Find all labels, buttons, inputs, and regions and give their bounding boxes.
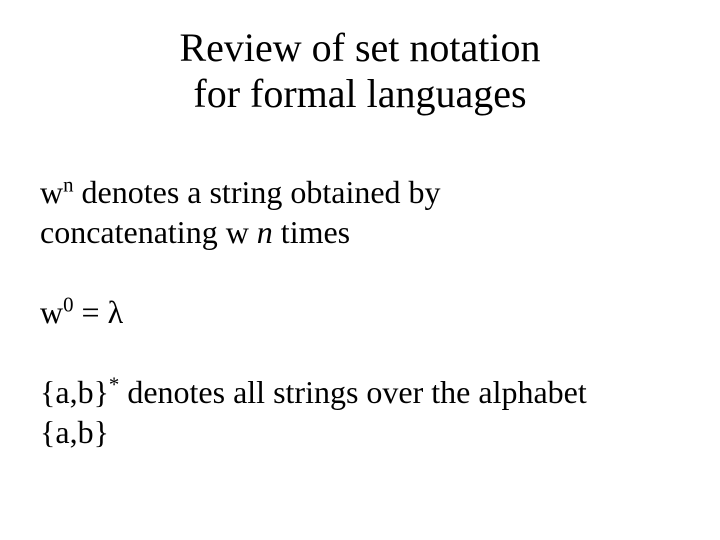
paragraph-1: wn denotes a string obtained by concaten… bbox=[40, 172, 680, 252]
p1-sup-n: n bbox=[63, 173, 73, 196]
p1-line2b: n bbox=[257, 214, 273, 250]
p2-rest: = λ bbox=[74, 294, 124, 330]
p3-rest: denotes all strings over the alphabet bbox=[119, 374, 586, 410]
p1-line2a: concatenating w bbox=[40, 214, 257, 250]
title-line-1: Review of set notation bbox=[179, 25, 540, 70]
paragraph-3: {a,b}* denotes all strings over the alph… bbox=[40, 372, 680, 452]
title-line-2: for formal languages bbox=[193, 71, 526, 116]
slide: Review of set notation for formal langua… bbox=[0, 0, 720, 540]
p3-line2: {a,b} bbox=[40, 414, 109, 450]
p3-sup-star: * bbox=[109, 373, 119, 396]
p2-w: w bbox=[40, 294, 63, 330]
p1-w: w bbox=[40, 174, 63, 210]
p2-sup-0: 0 bbox=[63, 293, 73, 316]
p1-rest: denotes a string obtained by bbox=[74, 174, 441, 210]
paragraph-2: w0 = λ bbox=[40, 292, 680, 332]
p1-line2c: times bbox=[273, 214, 350, 250]
slide-title: Review of set notation for formal langua… bbox=[40, 25, 680, 117]
p3-set: {a,b} bbox=[40, 374, 109, 410]
